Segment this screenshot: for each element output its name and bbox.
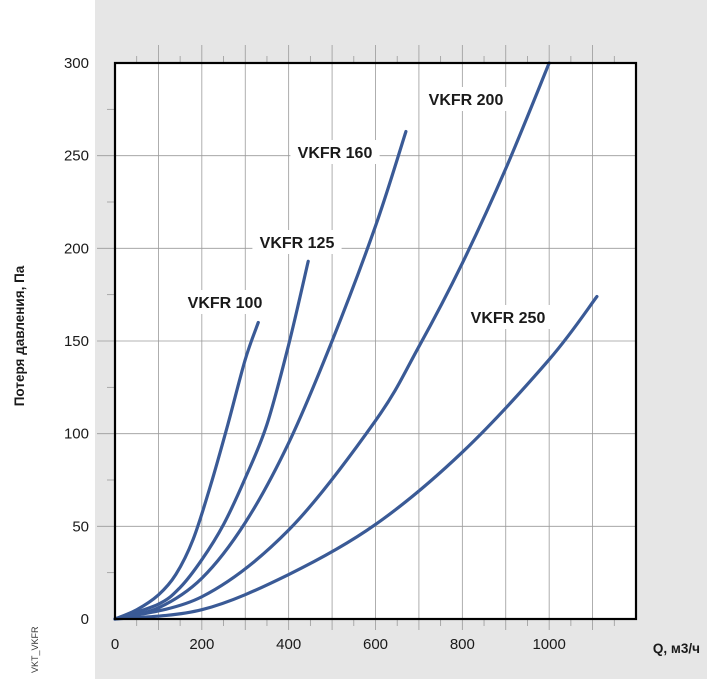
y-tick-label: 0 bbox=[81, 611, 89, 628]
series-label-bg bbox=[290, 140, 380, 164]
series-label-bg bbox=[463, 305, 553, 329]
y-axis-title: Потеря давления, Па bbox=[12, 265, 27, 406]
series-line-vkfr-200 bbox=[113, 61, 551, 621]
plot-frame bbox=[113, 61, 638, 621]
series-label-bg bbox=[180, 290, 270, 314]
y-tick-label: 200 bbox=[64, 240, 89, 257]
series-group bbox=[113, 61, 599, 621]
series-labels: VKFR 100 VKFR 125 VKFR 160 VKFR 200 VKFR 250 bbox=[180, 87, 553, 329]
series-label-bg bbox=[421, 87, 511, 111]
axis-ticks: 0 200 400 600 800 1000 0 50 100 150 200 250 300 bbox=[64, 55, 566, 653]
y-tick-label: 100 bbox=[64, 426, 89, 443]
series-label-vkfr-200: VKFR 200 bbox=[429, 92, 504, 109]
x-axis-title: Q, м3/ч bbox=[653, 641, 700, 656]
series-line-vkfr-100 bbox=[113, 320, 260, 621]
series-label-vkfr-160: VKFR 160 bbox=[298, 145, 373, 162]
series-line-vkfr-250 bbox=[113, 294, 599, 621]
y-tick-label: 50 bbox=[72, 518, 89, 535]
x-tick-label: 400 bbox=[276, 636, 301, 653]
series-label-vkfr-100: VKFR 100 bbox=[188, 295, 263, 312]
series-line-vkfr-160 bbox=[113, 129, 408, 621]
series-label-vkfr-125: VKFR 125 bbox=[260, 235, 335, 252]
x-tick-label: 600 bbox=[363, 636, 388, 653]
y-tick-label: 150 bbox=[64, 333, 89, 350]
y-tick-label: 250 bbox=[64, 148, 89, 165]
series-label-vkfr-250: VKFR 250 bbox=[471, 310, 546, 327]
y-tick-label: 300 bbox=[64, 55, 89, 72]
x-tick-label: 0 bbox=[111, 636, 119, 653]
series-label-bg bbox=[252, 230, 342, 254]
series-line-vkfr-125 bbox=[113, 259, 310, 621]
x-tick-label: 200 bbox=[189, 636, 214, 653]
x-tick-label: 1000 bbox=[532, 636, 565, 653]
x-tick-label: 800 bbox=[450, 636, 475, 653]
chart-code: VKT_VKFR bbox=[30, 626, 40, 673]
